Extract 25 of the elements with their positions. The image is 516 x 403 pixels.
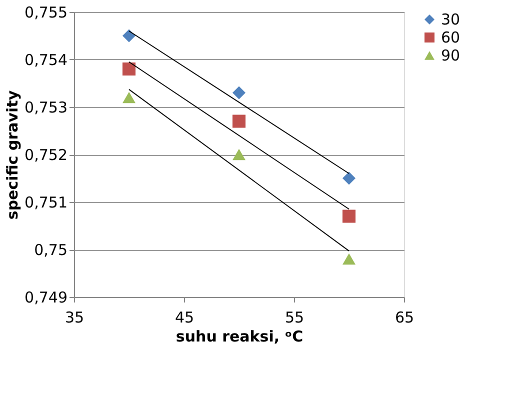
y-axis-title: specific gravity [4, 90, 22, 220]
point [232, 148, 246, 160]
point [122, 62, 136, 76]
legend-label: 90 [441, 46, 460, 64]
x-tick-label: 45 [174, 308, 194, 326]
y-tick-label: 0,753 [24, 98, 68, 116]
legend-label: 60 [441, 28, 460, 46]
point [122, 29, 136, 42]
y-tick-label: 0,752 [24, 146, 68, 164]
y-tick-label: 0,749 [24, 288, 68, 306]
y-tick-label: 0,755 [24, 4, 68, 22]
y-tick-label: 0,754 [24, 51, 68, 69]
y-tick-label: 0,75 [34, 241, 68, 259]
point [342, 210, 356, 223]
y-tick-label: 0,751 [24, 194, 68, 212]
x-tick-label: 55 [284, 308, 304, 326]
point [122, 92, 136, 104]
point [232, 86, 246, 100]
legend-label: 30 [441, 10, 460, 28]
point [232, 114, 246, 128]
point [342, 253, 356, 265]
x-axis-title: suhu reaksi, ᵒC [176, 328, 304, 346]
x-tick-label: 35 [64, 308, 84, 326]
point [342, 172, 356, 185]
x-tick-label: 65 [394, 308, 414, 326]
